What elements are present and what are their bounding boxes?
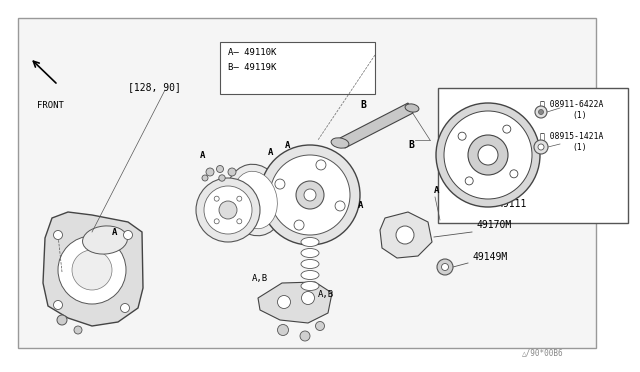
- Bar: [18, 18, 596, 348]
- Ellipse shape: [301, 237, 319, 247]
- Circle shape: [57, 315, 67, 325]
- Circle shape: [216, 166, 223, 173]
- Text: 49149M: 49149M: [473, 252, 508, 262]
- Circle shape: [294, 220, 304, 230]
- Text: A: A: [285, 141, 291, 150]
- Ellipse shape: [301, 270, 319, 279]
- Circle shape: [278, 295, 291, 308]
- Circle shape: [396, 226, 414, 244]
- Circle shape: [301, 292, 314, 305]
- Circle shape: [214, 219, 219, 224]
- Polygon shape: [340, 103, 413, 148]
- Circle shape: [275, 179, 285, 189]
- Text: A: A: [200, 151, 205, 160]
- Polygon shape: [43, 212, 143, 326]
- Circle shape: [202, 175, 208, 181]
- Circle shape: [300, 331, 310, 341]
- Circle shape: [120, 304, 129, 312]
- Text: △/90*00B6: △/90*00B6: [522, 348, 564, 357]
- Circle shape: [444, 111, 532, 199]
- Circle shape: [237, 196, 242, 201]
- Circle shape: [538, 109, 543, 115]
- Circle shape: [74, 326, 82, 334]
- Text: A: A: [268, 148, 273, 157]
- Circle shape: [278, 324, 289, 336]
- Circle shape: [437, 259, 453, 275]
- Text: B— 49119K: B— 49119K: [228, 63, 276, 72]
- Ellipse shape: [301, 282, 319, 291]
- Circle shape: [316, 321, 324, 330]
- Circle shape: [72, 250, 112, 290]
- Circle shape: [436, 103, 540, 207]
- Ellipse shape: [83, 226, 127, 254]
- Text: A: A: [112, 228, 117, 237]
- Circle shape: [335, 201, 345, 211]
- Ellipse shape: [301, 248, 319, 257]
- Text: FRONT: FRONT: [36, 101, 63, 110]
- Circle shape: [465, 177, 473, 185]
- Polygon shape: [258, 282, 332, 323]
- Circle shape: [538, 144, 544, 150]
- Text: B: B: [408, 140, 414, 150]
- Circle shape: [296, 181, 324, 209]
- Circle shape: [442, 263, 449, 270]
- Text: A: A: [358, 201, 364, 210]
- Circle shape: [535, 106, 547, 118]
- Text: B: B: [360, 100, 366, 110]
- Text: 49111: 49111: [498, 199, 527, 209]
- Text: A,B: A,B: [318, 290, 334, 299]
- Bar: [438, 88, 628, 223]
- Ellipse shape: [301, 260, 319, 269]
- Circle shape: [270, 155, 350, 235]
- Circle shape: [54, 231, 63, 240]
- Circle shape: [204, 186, 252, 234]
- Text: Ⓟ 08915-1421A: Ⓟ 08915-1421A: [540, 131, 604, 140]
- Circle shape: [196, 178, 260, 242]
- Circle shape: [124, 231, 132, 240]
- Circle shape: [214, 196, 219, 201]
- Ellipse shape: [405, 104, 419, 112]
- Circle shape: [503, 125, 511, 133]
- Circle shape: [316, 160, 326, 170]
- Circle shape: [237, 219, 242, 224]
- Circle shape: [219, 201, 237, 219]
- Circle shape: [54, 301, 63, 310]
- Circle shape: [468, 135, 508, 175]
- Circle shape: [534, 140, 548, 154]
- Bar: [220, 42, 375, 94]
- Text: A— 49110K: A— 49110K: [228, 48, 276, 57]
- Circle shape: [206, 168, 214, 176]
- Text: A: A: [434, 186, 440, 195]
- Ellipse shape: [233, 171, 277, 229]
- Text: (1): (1): [572, 111, 587, 120]
- Circle shape: [228, 168, 236, 176]
- Text: [128, 90]: [128, 90]: [128, 82, 181, 92]
- Circle shape: [304, 189, 316, 201]
- Text: Ⓝ 08911-6422A: Ⓝ 08911-6422A: [540, 99, 604, 108]
- Text: (1): (1): [572, 143, 587, 152]
- Circle shape: [458, 132, 466, 140]
- Circle shape: [58, 236, 126, 304]
- Circle shape: [260, 145, 360, 245]
- Circle shape: [478, 145, 498, 165]
- Text: 49170M: 49170M: [477, 220, 512, 230]
- Circle shape: [510, 170, 518, 178]
- Ellipse shape: [226, 164, 284, 236]
- Text: A,B: A,B: [252, 274, 268, 283]
- Polygon shape: [380, 212, 432, 258]
- Circle shape: [219, 175, 225, 181]
- Ellipse shape: [331, 138, 349, 148]
